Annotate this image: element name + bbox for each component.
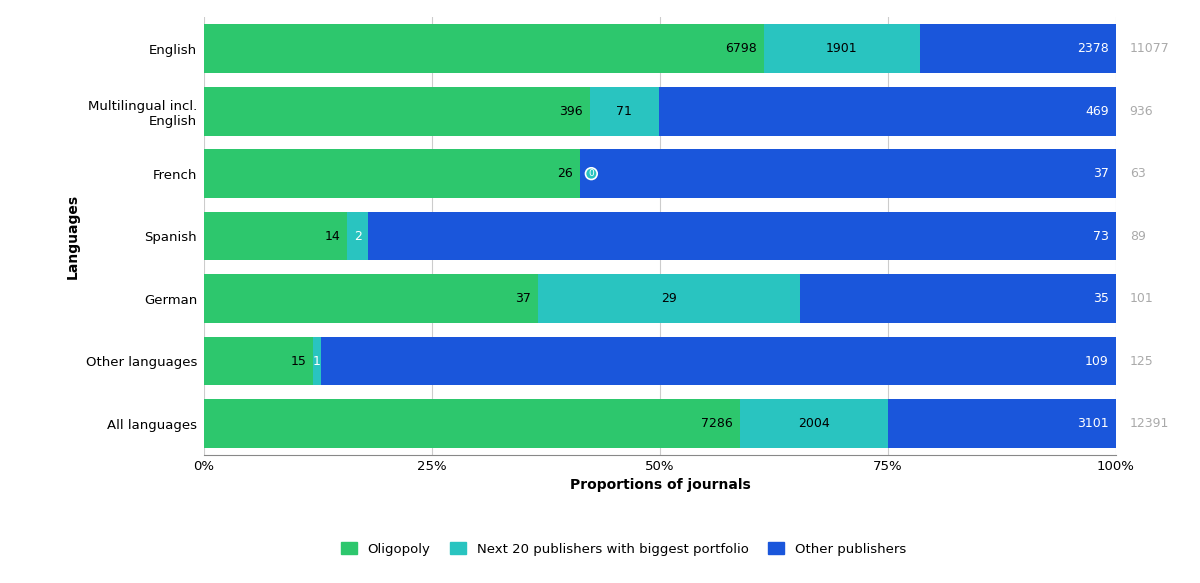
Text: 12391: 12391 — [1129, 417, 1169, 430]
Bar — [348, 212, 368, 261]
Text: 101: 101 — [1129, 292, 1153, 305]
Text: 14: 14 — [324, 230, 340, 243]
Text: 6798: 6798 — [725, 42, 756, 55]
Bar — [204, 399, 740, 448]
Bar — [800, 274, 1116, 323]
Text: 109: 109 — [1085, 354, 1109, 367]
Text: 3101: 3101 — [1078, 417, 1109, 430]
Text: 15: 15 — [290, 354, 306, 367]
Bar — [313, 337, 320, 385]
Bar — [368, 212, 1116, 261]
Text: 37: 37 — [1093, 167, 1109, 180]
Text: 396: 396 — [559, 105, 582, 118]
Bar — [204, 274, 538, 323]
Bar — [888, 399, 1116, 448]
Text: 29: 29 — [661, 292, 677, 305]
Bar — [204, 337, 313, 385]
Bar — [581, 149, 1116, 198]
Text: 35: 35 — [1093, 292, 1109, 305]
Text: 89: 89 — [1129, 230, 1146, 243]
Text: 71: 71 — [617, 105, 632, 118]
Text: 26: 26 — [557, 167, 574, 180]
Text: 125: 125 — [1129, 354, 1153, 367]
Bar — [659, 87, 1116, 136]
Legend: Oligopoly, Next 20 publishers with biggest portfolio, Other publishers: Oligopoly, Next 20 publishers with bigge… — [335, 536, 912, 562]
Text: 0: 0 — [588, 169, 594, 178]
Text: 11077: 11077 — [1129, 42, 1170, 55]
Bar — [538, 274, 800, 323]
Text: 2: 2 — [354, 230, 361, 243]
Bar — [320, 337, 1116, 385]
Bar — [763, 24, 920, 73]
Bar — [740, 399, 888, 448]
Bar — [204, 87, 590, 136]
Text: 2378: 2378 — [1076, 42, 1109, 55]
Text: 2004: 2004 — [798, 417, 830, 430]
X-axis label: Proportions of journals: Proportions of journals — [570, 478, 750, 492]
Y-axis label: Languages: Languages — [66, 194, 80, 279]
Bar — [204, 149, 581, 198]
Text: 7286: 7286 — [701, 417, 733, 430]
Text: 469: 469 — [1085, 105, 1109, 118]
Text: 1: 1 — [313, 354, 322, 367]
Bar — [204, 212, 348, 261]
Text: 73: 73 — [1093, 230, 1109, 243]
Bar — [204, 24, 763, 73]
Bar — [920, 24, 1116, 73]
Bar — [590, 87, 659, 136]
Text: 63: 63 — [1129, 167, 1146, 180]
Text: 1901: 1901 — [826, 42, 858, 55]
Text: 936: 936 — [1129, 105, 1153, 118]
Text: 37: 37 — [515, 292, 530, 305]
